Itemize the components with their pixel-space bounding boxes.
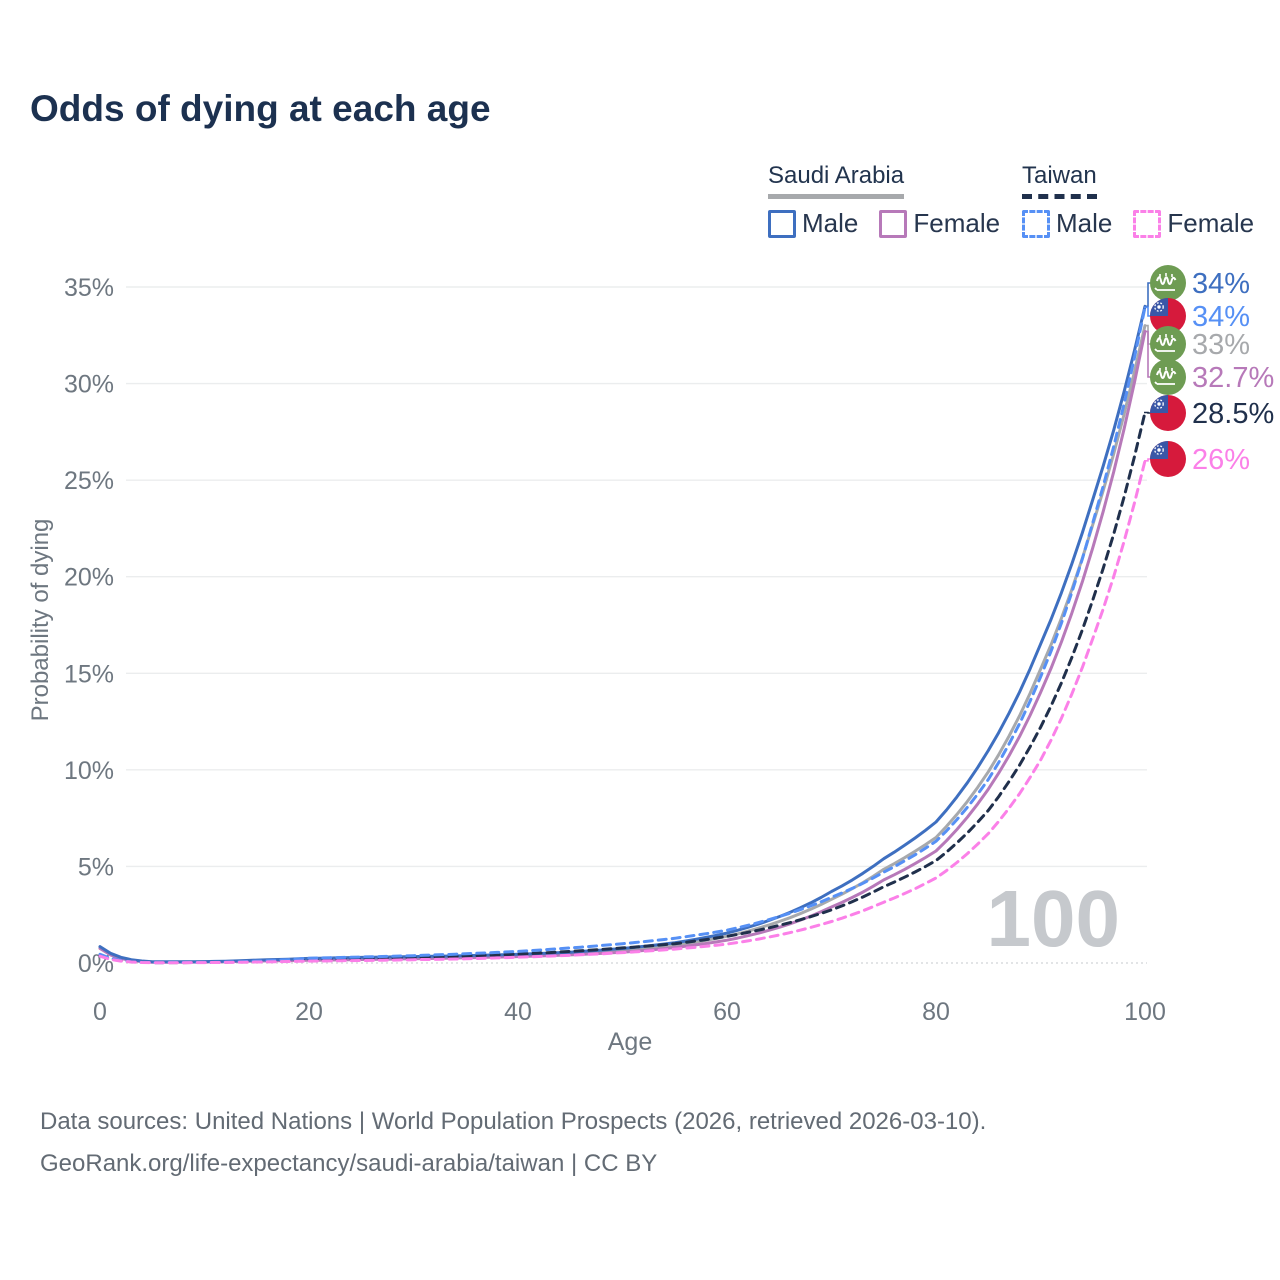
- legend-item-taiwan-female[interactable]: Female: [1133, 208, 1254, 239]
- saudi-female-swatch-icon: [879, 209, 908, 238]
- legend-saudi-female-label: Female: [913, 208, 1001, 238]
- y-tick-label: 35%: [64, 274, 114, 302]
- saudi-arabia-flag-icon: [1150, 265, 1186, 301]
- saudi-arabia-flag-icon: [1150, 326, 1186, 362]
- attribution-link-text: GeoRank.org/life-expectancy/saudi-arabia…: [40, 1150, 658, 1177]
- end-value-label: 34%: [1192, 268, 1250, 300]
- end-value-label: 32.7%: [1192, 362, 1274, 394]
- taiwan-flag-icon: [1150, 441, 1186, 477]
- taiwan-flag-icon: [1150, 395, 1186, 431]
- data-sources-text: Data sources: United Nations | World Pop…: [40, 1108, 987, 1135]
- saudi-male-swatch-icon: [768, 209, 796, 238]
- end-value-label: 28.5%: [1192, 398, 1274, 430]
- x-tick-label: 60: [713, 998, 741, 1026]
- x-tick-label: 40: [504, 998, 532, 1026]
- saudi-arabia-flag-icon: [1150, 359, 1186, 395]
- age-watermark: 100: [987, 874, 1120, 963]
- end-value-label: 34%: [1192, 301, 1250, 333]
- x-axis-title: Age: [608, 1028, 652, 1056]
- x-tick-label: 80: [922, 998, 950, 1026]
- y-tick-label: 15%: [64, 660, 114, 688]
- y-tick-label: 10%: [64, 757, 114, 785]
- series-line-taiwan_female[interactable]: [98, 459, 1147, 965]
- y-axis-title: Probability of dying: [27, 519, 54, 722]
- label-connector: [1144, 330, 1152, 378]
- legend-taiwan-female-label: Female: [1167, 208, 1255, 238]
- end-value-label: 33%: [1192, 329, 1250, 361]
- x-tick-label: 0: [93, 998, 107, 1026]
- legend-group-saudi-arabia: Saudi Arabia Male Female: [768, 162, 1000, 239]
- legend-item-taiwan-male[interactable]: Male: [1022, 208, 1112, 239]
- series-line-saudi_female[interactable]: [98, 329, 1147, 964]
- legend-saudi-male-label: Male: [802, 208, 859, 238]
- x-tick-label: 100: [1124, 998, 1166, 1026]
- x-tick-label: 20: [295, 998, 323, 1026]
- y-tick-label: 30%: [64, 371, 114, 399]
- series-line-taiwan_male[interactable]: [98, 305, 1147, 965]
- taiwan-female-swatch-icon: [1133, 209, 1162, 238]
- legend-taiwan-male-label: Male: [1056, 208, 1113, 238]
- y-tick-label: 25%: [64, 467, 114, 495]
- legend-group-taiwan: Taiwan Male Female: [1022, 162, 1254, 239]
- legend-item-saudi-female[interactable]: Female: [879, 208, 1000, 239]
- legend-taiwan-label[interactable]: Taiwan: [1022, 162, 1097, 199]
- end-value-label: 26%: [1192, 444, 1250, 476]
- legend-saudi-arabia-label[interactable]: Saudi Arabia: [768, 162, 905, 199]
- taiwan-male-swatch-icon: [1022, 209, 1050, 238]
- legend-item-saudi-male[interactable]: Male: [768, 208, 858, 239]
- y-tick-label: 5%: [78, 853, 114, 881]
- chart-title: Odds of dying at each age: [30, 88, 491, 129]
- y-tick-label: 20%: [64, 564, 114, 592]
- series-line-saudi_male[interactable]: [98, 304, 1147, 964]
